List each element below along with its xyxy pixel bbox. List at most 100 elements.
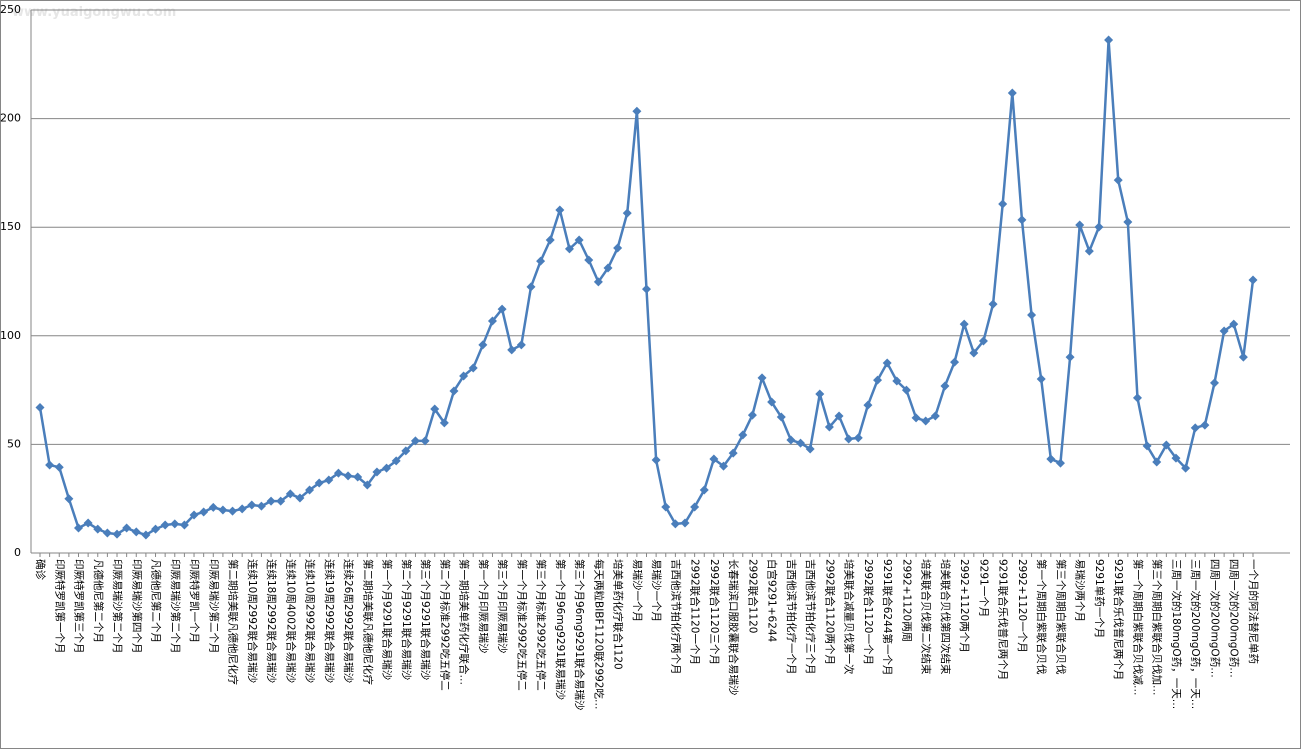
marker xyxy=(439,418,449,428)
marker xyxy=(170,519,180,529)
x-tick-label: 第一个月标准2992吃五停二 xyxy=(515,559,528,691)
marker xyxy=(1219,326,1229,336)
x-tick-label: 2992联合1120两个月 xyxy=(823,559,836,665)
marker xyxy=(1142,441,1152,451)
marker xyxy=(266,496,276,506)
marker xyxy=(1007,88,1017,98)
marker xyxy=(661,502,671,512)
x-tick-label: 第二个月9291联合易瑞沙 xyxy=(400,559,413,681)
marker xyxy=(950,357,960,367)
marker xyxy=(930,411,940,421)
marker xyxy=(1132,393,1142,403)
x-tick-label: 2992+1120一个月 xyxy=(1016,559,1028,653)
marker xyxy=(343,471,353,481)
marker xyxy=(998,199,1008,209)
y-tick-label: 250 xyxy=(0,3,21,16)
marker xyxy=(1171,453,1181,463)
marker xyxy=(141,530,151,540)
marker xyxy=(834,411,844,421)
marker xyxy=(314,478,324,488)
marker xyxy=(796,438,806,448)
marker xyxy=(574,235,584,245)
x-tick-label: 每天两粒BIBF1120联2992吃… xyxy=(592,559,605,710)
marker xyxy=(516,340,526,350)
marker xyxy=(988,299,998,309)
marker xyxy=(815,389,825,399)
x-tick-label: 第二期培美联凡德他尼化疗 xyxy=(227,559,240,685)
marker xyxy=(969,348,979,358)
marker xyxy=(131,527,141,537)
marker xyxy=(1027,310,1037,320)
x-tick-label: 第三个月标准2992吃五停二 xyxy=(535,559,548,691)
marker xyxy=(179,520,189,530)
marker xyxy=(160,520,170,530)
x-tick-label: 白宫9291+6244 xyxy=(766,559,779,643)
x-tick-label: 连续10周2992联合易瑞沙 xyxy=(304,559,317,684)
x-tick-label: 第三个周期白紫联合贝伐 xyxy=(1054,559,1067,675)
marker xyxy=(228,506,238,516)
x-tick-label: 9291联合6244第一个月 xyxy=(881,559,894,675)
x-tick-label: 连续26周2992联合易瑞沙 xyxy=(342,559,355,684)
marker xyxy=(1055,458,1065,468)
marker xyxy=(1229,319,1239,329)
x-tick-label: 9291联合乐伐普尼两个月 xyxy=(1112,559,1125,680)
marker xyxy=(1248,275,1258,285)
x-tick-label: 培美联合贝伐第四次结束 xyxy=(939,559,952,675)
marker xyxy=(1238,352,1248,362)
x-tick-label: 培美联合贝伐第二次结束 xyxy=(920,559,933,675)
x-tick-label: 凡德他尼第二个月 xyxy=(92,559,105,643)
marker xyxy=(882,358,892,368)
marker xyxy=(555,205,565,215)
marker xyxy=(622,208,632,218)
marker xyxy=(199,507,209,517)
x-tick-label: 第一个周期白紫联合贝伐减… xyxy=(1131,559,1144,696)
marker xyxy=(670,519,680,529)
x-tick-label: 第一个月9291联合易瑞沙 xyxy=(381,559,394,681)
x-tick-label: 第二期培美联凡德他尼化疗 xyxy=(361,559,374,685)
x-tick-label: 印厥易瑞沙第二个月 xyxy=(111,559,124,654)
marker xyxy=(1075,220,1085,230)
marker xyxy=(699,485,709,495)
x-tick-label: 培美联合减量贝伐第一次 xyxy=(843,559,856,675)
y-tick-label: 50 xyxy=(7,437,21,450)
marker xyxy=(1084,246,1094,256)
x-tick-label: 2992联合1120一个月 xyxy=(862,559,875,665)
y-tick-label: 100 xyxy=(0,329,21,342)
y-tick-label: 200 xyxy=(0,112,21,125)
x-tick-label: 第三个月9291联合易瑞沙 xyxy=(419,559,432,681)
marker xyxy=(189,510,199,520)
marker xyxy=(102,528,112,538)
marker xyxy=(747,410,757,420)
marker xyxy=(603,263,613,273)
x-tick-label: 第三个月印厥易瑞沙 xyxy=(496,559,509,654)
marker xyxy=(1181,463,1191,473)
marker xyxy=(391,456,401,466)
marker xyxy=(767,397,777,407)
watermark: www.yuaigongwu.com xyxy=(12,5,176,20)
marker xyxy=(1046,454,1056,464)
marker xyxy=(285,489,295,499)
marker xyxy=(690,502,700,512)
x-tick-label: 印厥特罗凯第一个月 xyxy=(53,559,66,654)
marker xyxy=(786,435,796,445)
x-tick-label: 2992联合1120 xyxy=(746,559,759,633)
x-tick-label: 吉西他滨节拍化疗一个月 xyxy=(785,559,798,675)
marker xyxy=(430,404,440,414)
marker xyxy=(824,422,834,432)
marker xyxy=(295,493,305,503)
marker xyxy=(401,446,411,456)
x-tick-label: 第一个月96mg9291联易瑞沙 xyxy=(554,559,567,700)
x-tick-label: 2992联合1120一个月 xyxy=(689,559,702,665)
x-tick-label: 第一个周期白紫联合贝伐 xyxy=(1035,559,1048,675)
x-tick-label: 连续10周4002联合易瑞沙 xyxy=(284,559,297,684)
marker xyxy=(613,243,623,253)
marker xyxy=(940,381,950,391)
marker xyxy=(757,373,767,383)
marker xyxy=(276,496,286,506)
x-tick-label: 2992联合1120三个月 xyxy=(708,559,721,665)
marker xyxy=(362,480,372,490)
marker xyxy=(247,500,257,510)
marker xyxy=(382,463,392,473)
marker xyxy=(564,244,574,254)
marker xyxy=(1190,423,1200,433)
